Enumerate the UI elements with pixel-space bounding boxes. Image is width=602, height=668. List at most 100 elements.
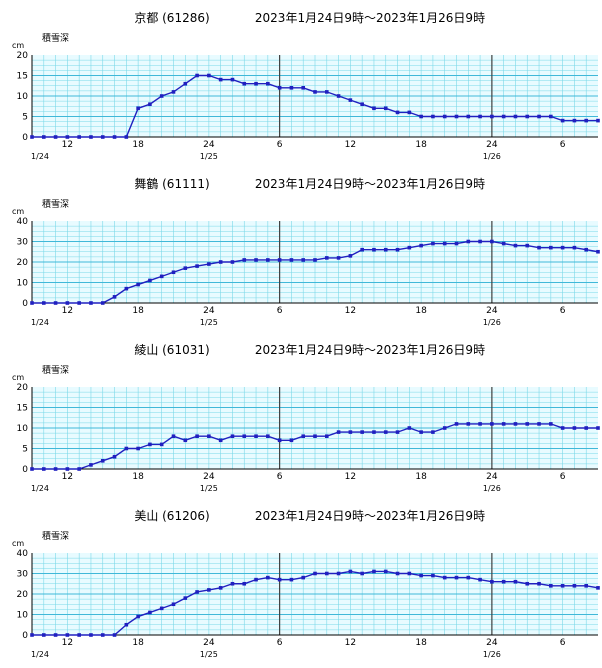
data-point [266,434,270,438]
data-point [148,610,152,615]
data-point [289,438,294,443]
chart-period: 2023年1月24日9時〜2023年1月26日9時 [255,343,485,357]
date-label: 1/25 [200,484,218,493]
date-label: 1/26 [483,318,501,327]
data-point [301,434,306,438]
data-point [53,301,58,305]
data-point [53,135,58,139]
data-point [100,135,105,139]
data-point [395,247,400,252]
data-point [572,118,577,123]
date-label: 1/26 [483,152,501,161]
data-point [230,260,235,264]
data-point [77,301,81,305]
data-point [537,114,541,119]
data-point [490,239,494,244]
data-point [183,596,188,600]
x-tick-label: 12 [62,472,73,482]
data-point [525,243,530,248]
data-point [289,258,294,262]
unit-label: cm [12,41,24,50]
data-point [431,430,435,434]
x-tick-label: 6 [560,140,566,150]
date-label: 1/26 [483,484,501,493]
data-point [383,430,388,434]
y-tick-label: 40 [17,549,29,559]
y-axis-label: 積雪深 [42,364,69,376]
data-point [242,258,247,262]
y-tick-label: 20 [17,383,29,393]
x-tick-label: 24 [486,472,498,482]
y-tick-label: 0 [22,299,28,309]
data-point [100,301,105,305]
data-point [313,434,317,438]
data-point [159,94,164,98]
data-point [466,114,471,119]
y-tick-label: 20 [17,51,29,61]
y-tick-label: 20 [17,258,29,268]
data-point [124,286,129,291]
data-point [431,241,435,246]
data-point [560,426,565,430]
y-tick-label: 20 [17,590,29,600]
data-point [112,295,117,299]
data-point [372,430,376,434]
data-point [195,590,199,594]
data-point [313,258,317,262]
y-tick-label: 40 [17,217,29,227]
data-point [41,135,46,139]
data-point [537,581,541,586]
data-point [383,106,388,111]
data-point [442,114,447,119]
data-point [65,301,70,305]
data-point [65,135,70,139]
date-label: 1/24 [31,318,49,327]
data-point [324,434,329,438]
data-point [383,569,388,574]
data-point [478,577,482,582]
y-tick-label: 30 [17,570,29,580]
x-tick-label: 18 [415,638,427,648]
data-point [218,438,223,443]
data-point [30,467,34,471]
x-tick-label: 6 [277,140,283,150]
date-label: 1/24 [31,484,49,493]
data-point [372,247,376,252]
data-point [513,243,518,248]
data-point [207,73,211,78]
data-point [537,245,541,250]
data-point [254,577,258,582]
data-point [596,426,600,430]
data-point [148,102,152,106]
y-tick-label: 15 [17,72,28,82]
data-point [195,434,199,438]
data-point [478,114,482,119]
y-tick-label: 5 [22,445,28,455]
data-point [407,571,412,576]
data-point [159,442,164,447]
x-tick-label: 12 [345,638,356,648]
data-point [454,575,459,580]
unit-label: cm [12,207,24,216]
x-tick-label: 18 [132,140,144,150]
data-point [490,114,494,119]
data-point [336,430,341,434]
x-tick-label: 24 [203,472,215,482]
data-point [525,114,530,119]
data-point [596,118,600,123]
data-point [501,579,506,584]
data-point [148,442,152,447]
data-point [207,588,211,592]
date-label: 1/25 [200,318,218,327]
data-point [183,266,188,270]
y-tick-label: 30 [17,238,29,248]
y-axis-label: 積雪深 [42,530,69,542]
data-point [501,422,506,426]
data-point [324,256,329,260]
data-point [289,577,294,582]
data-point [348,569,353,574]
data-point [277,86,282,90]
data-point [419,243,423,248]
data-point [254,434,258,438]
data-point [277,438,282,443]
